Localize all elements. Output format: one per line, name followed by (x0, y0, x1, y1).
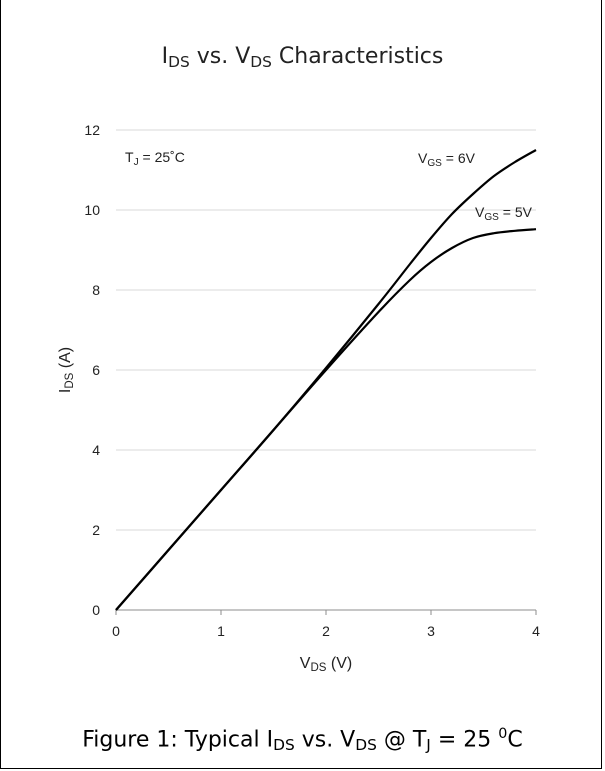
y-tick-label-0: 0 (92, 602, 100, 618)
series-line-vgs-6v (115, 149, 537, 611)
x-tick-label-4: 4 (532, 623, 540, 639)
series-line-vgs-5v (115, 228, 537, 611)
series-label-vgs-5v: VGS = 5V (475, 204, 533, 223)
series-label-vgs-6v: VGS = 6V (418, 150, 476, 169)
y-tick-label-10: 10 (84, 202, 100, 218)
x-tick-label-2: 2 (322, 623, 330, 639)
chart-title: IDS vs. VDS Characteristics (161, 44, 444, 71)
y-tick-label-8: 8 (92, 282, 100, 298)
y-axis-title: IDS (A) (57, 347, 76, 393)
x-axis-title: VDS (V) (300, 655, 352, 674)
temperature-annotation: TJ = 25˚C (125, 149, 185, 168)
y-tick-label-12: 12 (84, 122, 100, 138)
x-tick-label-3: 3 (427, 623, 435, 639)
figure-caption: Figure 1: Typical IDS vs. VDS @ TJ = 25 … (82, 726, 523, 755)
x-tick-label-0: 0 (112, 623, 120, 639)
x-tick-label-1: 1 (217, 623, 225, 639)
y-tick-label-6: 6 (92, 362, 100, 378)
y-tick-label-4: 4 (92, 442, 100, 458)
y-tick-label-2: 2 (92, 522, 100, 538)
